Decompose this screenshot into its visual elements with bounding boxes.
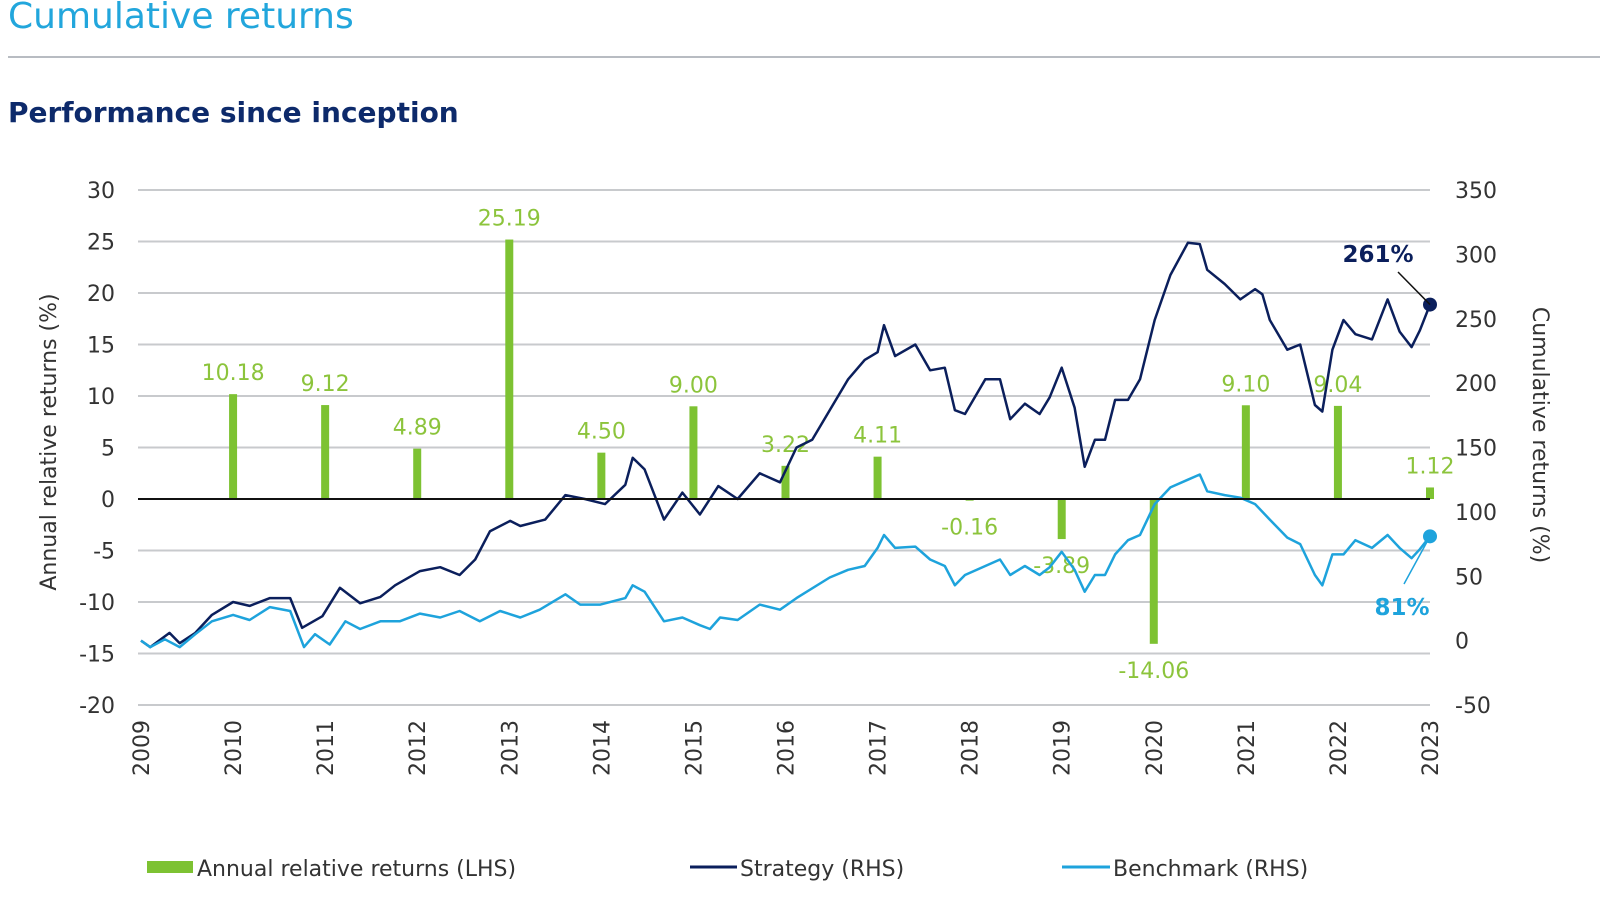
title-divider — [8, 56, 1600, 58]
x-tick-label: 2018 — [959, 720, 984, 776]
bar-label: -14.06 — [1118, 659, 1189, 684]
axes: 302520151050-5-10-15-2035030025020015010… — [79, 179, 1497, 776]
bar-label: 9.00 — [669, 373, 718, 398]
x-tick-label: 2016 — [775, 720, 800, 776]
strategy-end-label: 261% — [1342, 242, 1413, 268]
left-tick-label: 5 — [101, 437, 115, 462]
bar — [229, 394, 238, 499]
x-tick-label: 2020 — [1143, 720, 1168, 776]
bar — [873, 456, 882, 499]
left-tick-label: -20 — [79, 694, 115, 719]
right-tick-label: 0 — [1455, 630, 1469, 655]
x-tick-label: 2021 — [1235, 720, 1260, 776]
bar — [505, 239, 514, 499]
strategy-leader-line — [1397, 271, 1431, 306]
right-tick-label: 200 — [1455, 372, 1497, 397]
bar-label: 4.89 — [393, 416, 442, 441]
right-tick-label: -50 — [1455, 694, 1491, 719]
left-tick-label: 0 — [101, 488, 115, 513]
bar — [413, 448, 422, 499]
bar — [1426, 487, 1434, 499]
x-tick-label: 2019 — [1051, 720, 1076, 776]
bar — [321, 405, 330, 499]
right-tick-label: 100 — [1455, 501, 1497, 526]
right-tick-label: 50 — [1455, 565, 1483, 590]
left-tick-label: 15 — [87, 334, 115, 359]
bar-label: 4.11 — [853, 424, 902, 449]
x-tick-label: 2010 — [222, 720, 247, 776]
left-tick-label: 25 — [87, 231, 115, 256]
bar — [781, 465, 790, 499]
x-tick-label: 2009 — [130, 720, 155, 776]
x-tick-label: 2023 — [1419, 720, 1444, 776]
gridlines — [138, 189, 1430, 706]
legend-label-benchmark: Benchmark (RHS) — [1113, 857, 1308, 882]
strategy-line — [140, 241, 1432, 649]
x-tick-label: 2012 — [406, 720, 431, 776]
x-tick-label: 2022 — [1327, 720, 1352, 776]
benchmark-leader-line — [1403, 535, 1431, 585]
legend: Annual relative returns (LHS) Strategy (… — [147, 857, 1308, 882]
bar-label: 9.04 — [1313, 373, 1362, 398]
x-tick-label: 2013 — [498, 720, 523, 776]
legend-label-strategy: Strategy (RHS) — [740, 857, 904, 882]
right-tick-label: 250 — [1455, 308, 1497, 333]
right-tick-label: 150 — [1455, 437, 1497, 462]
line-series: 261% 81% — [140, 241, 1437, 649]
x-tick-label: 2017 — [867, 720, 892, 776]
page-title: Cumulative returns — [8, 0, 354, 37]
bar — [1333, 405, 1342, 499]
chart-heading: Performance since inception — [8, 96, 459, 129]
bar-label: 25.19 — [478, 207, 541, 232]
left-tick-label: 30 — [87, 179, 115, 204]
left-tick-label: 10 — [87, 385, 115, 410]
bar-label: 9.10 — [1221, 372, 1270, 397]
x-tick-label: 2014 — [590, 720, 615, 776]
bar — [1057, 499, 1066, 540]
right-axis-title: Cumulative returns (%) — [1527, 307, 1552, 563]
bar — [1241, 405, 1250, 499]
x-tick-label: 2015 — [682, 720, 707, 776]
bar-label: 9.12 — [301, 372, 350, 397]
bar — [689, 406, 698, 499]
bar-label: 4.50 — [577, 420, 626, 445]
right-tick-label: 350 — [1455, 179, 1497, 204]
left-axis-title: Annual relative returns (%) — [37, 293, 62, 590]
legend-label-bars: Annual relative returns (LHS) — [197, 857, 516, 882]
bar-label: -0.16 — [941, 516, 998, 541]
benchmark-line — [140, 473, 1431, 649]
benchmark-end-label: 81% — [1374, 595, 1429, 621]
x-tick-label: 2011 — [314, 720, 339, 776]
left-tick-label: -15 — [79, 643, 115, 668]
bar-label: 1.12 — [1406, 454, 1455, 479]
bar-label: 10.18 — [202, 361, 265, 386]
bar — [597, 452, 606, 499]
bar-label: -3.89 — [1033, 554, 1090, 579]
left-tick-label: -5 — [93, 540, 115, 565]
left-tick-label: 20 — [87, 282, 115, 307]
bar — [1149, 499, 1158, 644]
legend-swatch-bars — [147, 861, 193, 873]
left-tick-label: -10 — [79, 591, 115, 616]
right-tick-label: 300 — [1455, 243, 1497, 268]
